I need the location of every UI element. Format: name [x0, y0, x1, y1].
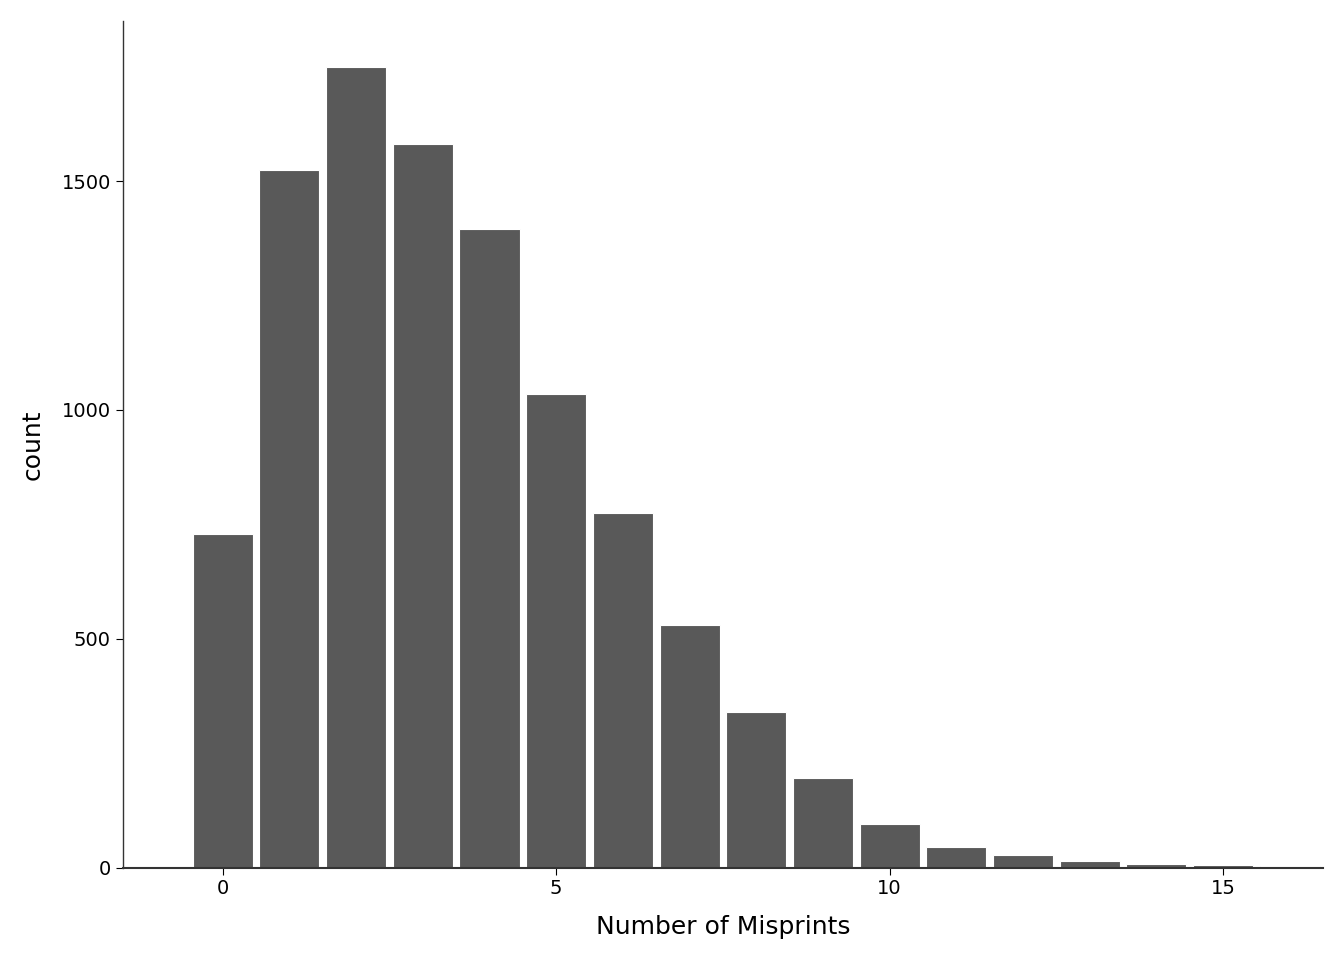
- Bar: [259, 170, 320, 868]
- Bar: [327, 66, 386, 868]
- Bar: [1193, 865, 1253, 868]
- Bar: [527, 394, 586, 868]
- Y-axis label: count: count: [22, 409, 44, 479]
- Bar: [1259, 866, 1320, 868]
- Bar: [993, 854, 1054, 868]
- Bar: [392, 144, 453, 868]
- Bar: [860, 825, 919, 868]
- Bar: [660, 625, 719, 868]
- Bar: [1126, 864, 1187, 868]
- Bar: [1059, 861, 1120, 868]
- Bar: [593, 513, 653, 868]
- Bar: [926, 847, 986, 868]
- Bar: [793, 779, 853, 868]
- Bar: [726, 712, 786, 868]
- X-axis label: Number of Misprints: Number of Misprints: [595, 915, 851, 939]
- Bar: [460, 229, 520, 868]
- Bar: [192, 534, 253, 868]
